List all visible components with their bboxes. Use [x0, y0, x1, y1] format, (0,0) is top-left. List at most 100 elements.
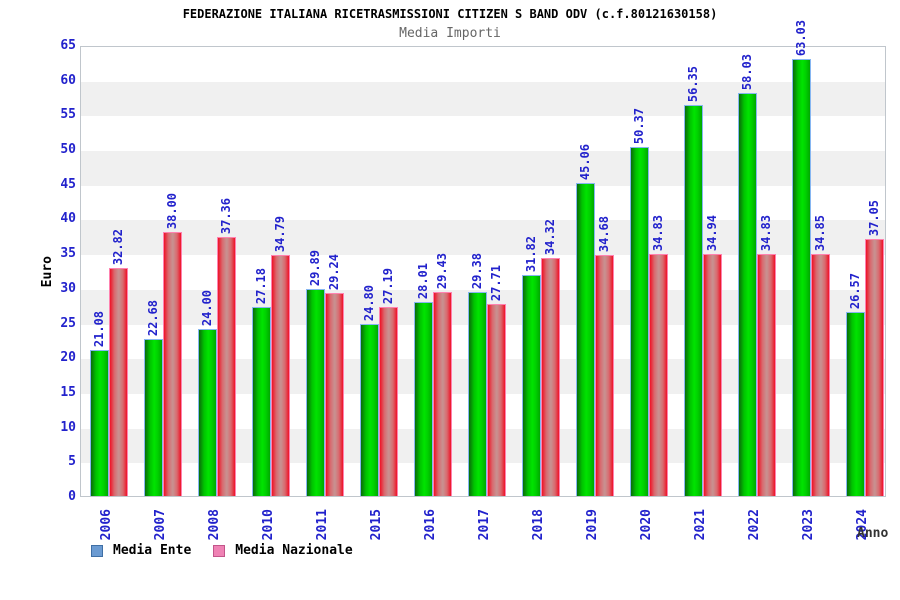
bar-media-nazionale [271, 255, 290, 496]
bar-value-label: 37.05 [867, 199, 881, 236]
y-tick-label: 0 [68, 489, 76, 504]
bar-value-label: 29.89 [308, 249, 322, 286]
bar-value-label: 22.68 [146, 299, 160, 336]
bar-media-ente [630, 147, 649, 496]
bar-media-nazionale [703, 254, 722, 496]
bar-value-label: 58.03 [740, 53, 754, 90]
y-tick-label: 35 [60, 246, 76, 262]
bar-value-label: 34.85 [813, 214, 827, 251]
x-tick-label: 2020 [639, 509, 654, 541]
x-tick-label: 2016 [423, 509, 438, 541]
legend-swatch-media-nazionale [213, 544, 226, 557]
y-tick-label: 15 [60, 384, 76, 400]
bar-media-ente [198, 329, 217, 496]
legend: Media Ente Media Nazionale [91, 543, 375, 558]
bar-media-nazionale [811, 254, 830, 496]
bar-media-ente [360, 324, 379, 496]
bar-media-ente [522, 275, 541, 496]
chart-title: FEDERAZIONE ITALIANA RICETRASMISSIONI CI… [182, 7, 718, 21]
bar-value-label: 29.24 [327, 253, 341, 290]
legend-label-media-ente: Media Ente [113, 543, 192, 558]
bar-media-ente [468, 292, 487, 496]
x-tick-label: 2019 [585, 509, 600, 541]
bar-value-label: 63.03 [794, 19, 808, 56]
x-tick-label: 2015 [369, 509, 384, 541]
bar-media-nazionale [487, 304, 506, 496]
bar-media-nazionale [649, 254, 668, 496]
bar-media-ente [414, 302, 433, 496]
x-tick-label: 2006 [99, 509, 114, 541]
x-axis-title: Anno [857, 526, 889, 541]
y-tick-label: 30 [60, 280, 76, 296]
legend-label-media-nazionale: Media Nazionale [235, 543, 353, 558]
bar-value-label: 27.19 [381, 267, 395, 304]
y-tick-label: 25 [60, 315, 76, 331]
bar-media-ente [576, 183, 595, 496]
bar-value-label: 29.38 [470, 252, 484, 289]
bar-media-nazionale [433, 292, 452, 496]
y-tick-label: 45 [60, 176, 76, 192]
plot-area: 21.08 32.82 22.68 38.00 24.00 37.36 27.18 34.79… [80, 20, 886, 497]
bar-media-ente [252, 307, 271, 496]
x-tick-label: 2022 [747, 509, 762, 541]
bar-value-label: 28.01 [416, 262, 430, 299]
bar-media-nazionale [325, 293, 344, 496]
bar-value-label: 34.32 [543, 218, 557, 255]
bar-media-nazionale [217, 237, 236, 496]
bar-value-label: 27.18 [254, 267, 268, 304]
bar-media-nazionale [541, 258, 560, 496]
grid-band [81, 47, 885, 82]
x-tick-label: 2011 [315, 509, 330, 541]
bar-value-label: 34.83 [759, 214, 773, 251]
x-tick-label: 2023 [801, 509, 816, 541]
bar-media-ente [306, 289, 325, 496]
grid-band [81, 151, 885, 186]
y-tick-label: 10 [60, 419, 76, 435]
y-tick-label: 40 [60, 211, 76, 227]
bar-media-ente [90, 350, 109, 496]
bar-media-nazionale [757, 254, 776, 496]
bar-value-label: 38.00 [165, 192, 179, 229]
bar-value-label: 34.94 [705, 214, 719, 251]
bar-media-ente [846, 312, 865, 496]
bar-media-ente [684, 105, 703, 496]
bar-media-nazionale [595, 255, 614, 496]
bar-value-label: 34.83 [651, 214, 665, 251]
x-tick-label: 2018 [531, 509, 546, 541]
grid-band [81, 81, 885, 117]
y-tick-label: 55 [60, 107, 76, 123]
x-tick-label: 2007 [153, 509, 168, 541]
y-tick-label: 20 [60, 350, 76, 366]
x-tick-label: 2010 [261, 509, 276, 541]
y-tick-label: 65 [60, 38, 76, 53]
bar-value-label: 34.68 [597, 215, 611, 252]
bar-value-label: 31.82 [524, 235, 538, 272]
bar-value-label: 21.08 [92, 310, 106, 347]
bar-media-ente [144, 339, 163, 496]
bar-value-label: 56.35 [686, 65, 700, 102]
x-tick-label: 2008 [207, 509, 222, 541]
y-tick-label: 5 [68, 454, 76, 470]
bar-value-label: 26.57 [848, 272, 862, 309]
x-tick-label: 2017 [477, 509, 492, 541]
bar-media-nazionale [163, 232, 182, 496]
bar-value-label: 45.06 [578, 143, 592, 180]
bar-value-label: 32.82 [111, 228, 125, 265]
bar-media-ente [738, 93, 757, 496]
bar-value-label: 24.80 [362, 284, 376, 321]
bar-value-label: 34.79 [273, 215, 287, 252]
bar-value-label: 37.36 [219, 197, 233, 234]
bar-value-label: 24.00 [200, 289, 214, 326]
bar-value-label: 27.71 [489, 264, 503, 301]
x-tick-label: 2021 [693, 509, 708, 541]
bar-media-nazionale [865, 239, 884, 496]
grid-band [81, 116, 885, 151]
chart-subtitle: Media Importi [399, 26, 501, 41]
bar-media-nazionale [379, 307, 398, 496]
y-tick-label: 60 [60, 72, 76, 88]
legend-swatch-media-ente [91, 544, 103, 557]
bar-value-label: 50.37 [632, 107, 646, 144]
bar-media-nazionale [109, 268, 128, 496]
bar-value-label: 29.43 [435, 252, 449, 289]
